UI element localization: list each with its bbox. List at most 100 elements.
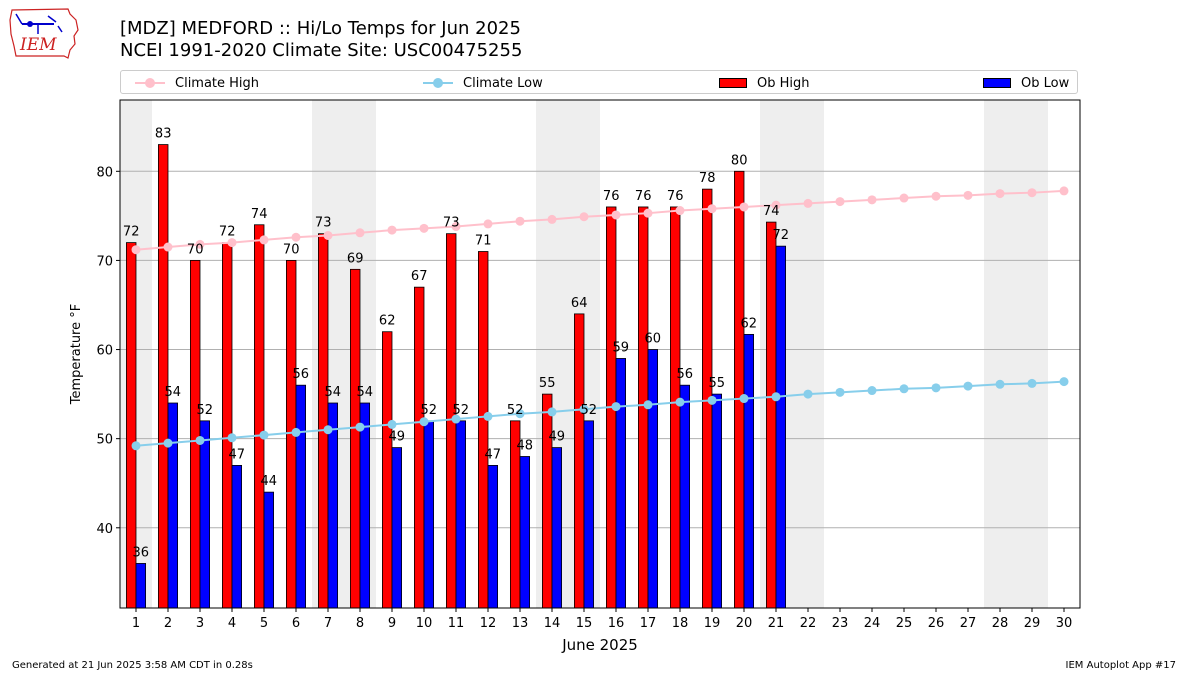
ob-low-bar: [359, 402, 371, 609]
x-tick-label: 27: [960, 616, 977, 631]
ob-high-value-label: 69: [347, 251, 364, 266]
ob-low-value-label: 52: [581, 403, 598, 418]
climate-low-point: [899, 384, 909, 394]
climate-low-point: [579, 404, 589, 414]
ob-low-value-label: 55: [709, 376, 726, 391]
climate-low-point: [387, 419, 397, 429]
logo-text: IEM: [19, 35, 57, 55]
ob-low-value-label: 54: [325, 385, 342, 400]
climate-low-point: [707, 395, 717, 405]
ob-low-value-label: 47: [485, 447, 502, 462]
ob-high-value-label: 76: [603, 189, 620, 204]
ob-high-bar: [574, 313, 585, 609]
climate-high-point: [1059, 186, 1069, 196]
climate-low-point: [291, 427, 301, 437]
ob-low-bar: [199, 420, 211, 609]
x-tick-label: 16: [608, 616, 625, 631]
ob-low-value-label: 52: [197, 403, 214, 418]
plot-frame: [119, 99, 1081, 609]
climate-high-line: [135, 189, 1065, 251]
ob-low-value-label: 56: [293, 367, 310, 382]
ob-low-bar: [295, 384, 307, 609]
ob-high-bar: [253, 224, 265, 609]
generated-timestamp: Generated at 21 Jun 2025 3:58 AM CDT in …: [12, 660, 253, 671]
climate-low-point: [259, 430, 269, 440]
x-tick-label: 9: [388, 616, 396, 631]
ob-high-value-label: 55: [539, 376, 556, 391]
ob-low-bar: [487, 465, 499, 609]
climate-high-point: [579, 212, 589, 222]
climate-high-point: [835, 197, 845, 207]
climate-low-point: [803, 389, 813, 399]
x-tick-label: 13: [512, 616, 529, 631]
ob-high-value-label: 73: [443, 216, 460, 231]
ob-high-value-label: 70: [283, 242, 300, 257]
ob-high-value-label: 83: [155, 127, 172, 142]
ob-high-bar: [349, 268, 361, 609]
x-axis-label: June 2025: [561, 636, 638, 654]
ob-high-bar: [157, 144, 169, 609]
weekend-shade-band: [984, 100, 1016, 608]
iowa-state-map-logo-icon: IEM: [9, 8, 79, 59]
x-tick-label: 28: [992, 616, 1009, 631]
ob-low-value-label: 60: [645, 332, 662, 347]
ob-low-bar: [743, 333, 755, 609]
climate-high-point: [643, 208, 653, 218]
ob-low-bar: [263, 491, 275, 609]
climate-low-point: [547, 407, 557, 417]
x-tick-label: 29: [1024, 616, 1041, 631]
chart-title: [MDZ] MEDFORD :: Hi/Lo Temps for Jun 202…: [120, 18, 521, 39]
x-tick-label: 20: [736, 616, 753, 631]
ob-high-bar: [766, 221, 777, 609]
climate-high-point: [355, 228, 365, 238]
ob-low-bar: [679, 384, 691, 609]
climate-high-point: [995, 189, 1005, 199]
climate-low-point: [995, 379, 1005, 389]
weekend-shade-band: [792, 100, 824, 608]
legend-label-climate-low: Climate Low: [463, 75, 543, 91]
x-tick-label: 24: [864, 616, 881, 631]
ob-low-bar: [551, 447, 563, 609]
x-tick-label: 30: [1056, 616, 1073, 631]
ob-low-bar: [775, 245, 787, 609]
climate-low-point: [323, 425, 333, 435]
x-tick-label: 22: [800, 616, 817, 631]
climate-high-point: [707, 204, 717, 214]
ob-low-bar: [423, 420, 435, 609]
ob-high-value-label: 76: [667, 189, 684, 204]
legend-item-climate-high: Climate High: [135, 74, 259, 92]
y-tick-label: 60: [96, 344, 113, 359]
climate-high-point: [771, 200, 781, 210]
y-tick-label: 70: [96, 254, 113, 269]
climate-high-point: [259, 235, 269, 245]
climate-low-point: [227, 433, 237, 443]
ob-high-bar: [317, 233, 329, 609]
ob-high-value-label: 67: [411, 269, 428, 284]
legend-swatch-climate-low: [423, 76, 453, 90]
chart-legend: Climate High Climate Low Ob High Ob Low: [120, 70, 1078, 94]
ob-low-bar: [167, 402, 179, 609]
gridlines: [120, 170, 1080, 529]
climate-low-point: [739, 394, 749, 404]
legend-item-ob-low: Ob Low: [983, 74, 1069, 92]
x-tick-label: 4: [228, 616, 236, 631]
ob-low-value-label: 52: [421, 403, 438, 418]
climate-low-point: [451, 414, 461, 424]
climate-low-point: [963, 381, 973, 391]
climate-high-point: [515, 216, 525, 226]
x-tick-label: 11: [448, 616, 465, 631]
data-labels: 72 83 70 72 74 70 73 69 62 67 73 71 52 55 64 76 76 76 78 80…: [123, 127, 789, 561]
ob-low-value-label: 49: [389, 430, 406, 445]
x-tick-label: 5: [260, 616, 268, 631]
climate-high-point: [419, 223, 429, 233]
ob-low-bar: [615, 358, 627, 609]
y-tick-label: 50: [96, 433, 113, 448]
x-tick-label: 12: [480, 616, 497, 631]
climate-low-point: [611, 402, 621, 412]
climate-low-point: [483, 411, 493, 421]
ob-high-bar: [381, 331, 393, 609]
ob-low-value-label: 52: [453, 403, 470, 418]
ob-low-value-label: 36: [133, 545, 150, 560]
ob-high-value-label: 71: [475, 234, 492, 249]
climate-low-point: [771, 392, 781, 402]
